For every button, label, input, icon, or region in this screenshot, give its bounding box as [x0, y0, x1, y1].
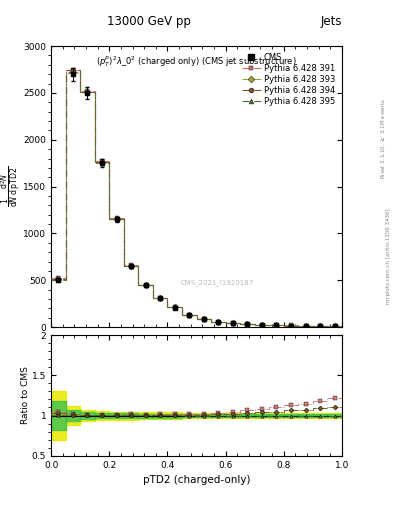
- Text: 13000 GeV pp: 13000 GeV pp: [107, 15, 191, 28]
- X-axis label: pTD2 (charged-only): pTD2 (charged-only): [143, 475, 250, 485]
- Text: Jets: Jets: [320, 15, 342, 28]
- Text: $(p_T^P)^2\lambda\_0^2$ (charged only) (CMS jet substructure): $(p_T^P)^2\lambda\_0^2$ (charged only) (…: [96, 54, 297, 70]
- Legend: CMS, Pythia 6.428 391, Pythia 6.428 393, Pythia 6.428 394, Pythia 6.428 395: CMS, Pythia 6.428 391, Pythia 6.428 393,…: [240, 50, 338, 109]
- Text: Rivet 3.1.10, $\geq$ 3.1M events: Rivet 3.1.10, $\geq$ 3.1M events: [379, 98, 387, 179]
- Text: mcplots.cern.ch [arXiv:1306.3436]: mcplots.cern.ch [arXiv:1306.3436]: [386, 208, 391, 304]
- Y-axis label: Ratio to CMS: Ratio to CMS: [22, 367, 31, 424]
- Text: CMS_2021_I1920187: CMS_2021_I1920187: [180, 279, 253, 286]
- Y-axis label: $\frac{1}{\mathrm{d}N}\frac{\mathrm{d}^2N}{\mathrm{d}\,\mathrm{pTD2}}$: $\frac{1}{\mathrm{d}N}\frac{\mathrm{d}^2…: [0, 166, 22, 207]
